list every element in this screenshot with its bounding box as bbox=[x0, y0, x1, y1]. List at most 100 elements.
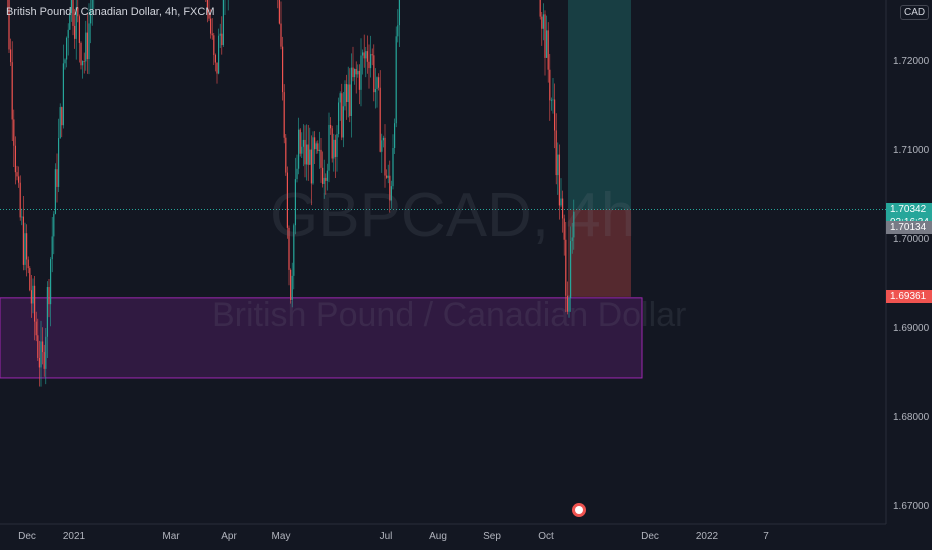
candle bbox=[539, 0, 541, 20]
candle bbox=[277, 0, 279, 9]
candle bbox=[34, 276, 36, 341]
candle bbox=[66, 36, 68, 68]
watermark-ticker: GBPCAD, 4h bbox=[270, 181, 636, 250]
candle bbox=[310, 135, 312, 206]
candle bbox=[358, 64, 360, 105]
candle bbox=[290, 268, 292, 304]
candle bbox=[381, 133, 383, 173]
candle bbox=[546, 15, 548, 58]
candle bbox=[355, 61, 357, 94]
candle bbox=[51, 217, 53, 273]
demand-zone[interactable] bbox=[0, 297, 643, 379]
candle bbox=[333, 133, 335, 172]
candle bbox=[331, 125, 333, 163]
candle bbox=[26, 224, 28, 277]
candle bbox=[322, 151, 324, 188]
candle bbox=[56, 153, 58, 203]
candle bbox=[550, 97, 552, 111]
position-target-zone[interactable] bbox=[568, 0, 631, 210]
price-tick-label: 1.68000 bbox=[893, 412, 930, 423]
candle bbox=[67, 23, 69, 56]
candle bbox=[352, 46, 354, 82]
price-tag: 1.69361 bbox=[886, 289, 932, 303]
candle bbox=[8, 0, 10, 53]
candle bbox=[566, 281, 568, 315]
candle bbox=[64, 58, 66, 70]
candle bbox=[74, 9, 76, 49]
candle bbox=[294, 157, 296, 235]
candle bbox=[32, 278, 34, 314]
candle bbox=[306, 124, 308, 181]
candle bbox=[19, 175, 21, 221]
time-tick-label: Sep bbox=[483, 531, 501, 542]
symbol-title[interactable]: British Pound / Canadian Dollar, 4h, FXC… bbox=[6, 6, 215, 18]
candle bbox=[208, 0, 210, 22]
economic-event-icon[interactable] bbox=[570, 501, 588, 519]
candle bbox=[296, 154, 298, 183]
candle bbox=[378, 73, 380, 91]
candle bbox=[16, 165, 18, 181]
candle bbox=[350, 53, 352, 138]
candle bbox=[344, 80, 346, 111]
candle bbox=[58, 118, 60, 193]
candle bbox=[357, 64, 359, 78]
candle bbox=[334, 134, 336, 178]
time-tick-label: Mar bbox=[162, 531, 180, 542]
candle bbox=[563, 214, 565, 256]
candle bbox=[222, 0, 224, 47]
candle bbox=[91, 0, 93, 26]
price-tick-label: 1.71000 bbox=[893, 145, 930, 156]
candle bbox=[211, 18, 213, 40]
price-tag: 1.70134 bbox=[886, 221, 932, 235]
candle bbox=[326, 163, 328, 191]
candle bbox=[395, 26, 397, 128]
candle bbox=[78, 14, 80, 63]
candle bbox=[298, 117, 300, 175]
price-tick-label: 1.69000 bbox=[893, 323, 930, 334]
candle bbox=[48, 279, 50, 318]
candle bbox=[210, 9, 212, 39]
candle bbox=[570, 226, 572, 312]
candle bbox=[80, 41, 82, 70]
candle bbox=[213, 33, 215, 66]
candle bbox=[347, 66, 349, 118]
candle bbox=[312, 131, 314, 185]
candle bbox=[72, 0, 74, 36]
time-tick-label: 2022 bbox=[695, 531, 719, 542]
candle bbox=[291, 262, 293, 308]
candle bbox=[314, 131, 316, 164]
candle bbox=[21, 208, 23, 226]
candle bbox=[349, 68, 351, 123]
candle bbox=[227, 0, 229, 11]
candle bbox=[24, 222, 26, 271]
candle bbox=[341, 83, 343, 141]
candle bbox=[336, 125, 338, 172]
candle bbox=[363, 34, 365, 68]
time-tick-label: May bbox=[271, 531, 291, 542]
candle bbox=[10, 38, 12, 67]
candle bbox=[216, 62, 218, 84]
candle bbox=[278, 0, 280, 25]
candle bbox=[37, 318, 39, 361]
candle bbox=[45, 328, 47, 385]
candle bbox=[283, 84, 285, 144]
candle bbox=[54, 163, 56, 215]
time-tick-label: Apr bbox=[221, 531, 237, 542]
time-tick-label: 7 bbox=[763, 531, 769, 542]
candle bbox=[558, 144, 560, 220]
candle bbox=[18, 166, 20, 188]
candle bbox=[346, 74, 348, 120]
price-tag: 1.70342 bbox=[886, 202, 932, 216]
position-stop-zone[interactable] bbox=[568, 209, 631, 297]
candle bbox=[218, 28, 220, 75]
candle bbox=[83, 52, 85, 74]
price-tick-label: 1.67000 bbox=[893, 501, 930, 512]
candle bbox=[557, 142, 559, 195]
candle bbox=[22, 195, 24, 271]
currency-label[interactable]: CAD bbox=[900, 5, 930, 20]
candle bbox=[330, 117, 332, 135]
candle bbox=[317, 140, 319, 154]
candle bbox=[325, 173, 327, 195]
candle bbox=[29, 266, 31, 292]
